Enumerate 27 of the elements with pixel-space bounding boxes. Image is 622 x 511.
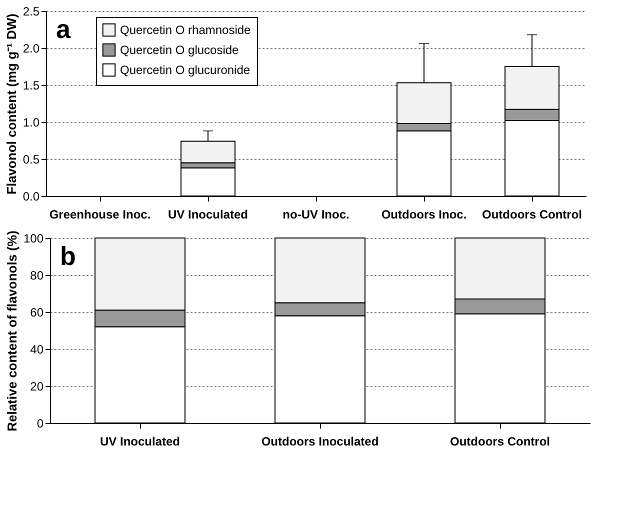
y-tick-label: 40 <box>30 342 44 356</box>
y-axis-title: Relative content of flavonols (%) <box>4 230 20 432</box>
y-tick-label: 60 <box>30 306 44 320</box>
x-tick-label: Outdoors Control <box>482 208 582 222</box>
x-tick-label: no-UV Inoc. <box>282 208 350 222</box>
y-tick-label: 100 <box>23 232 44 246</box>
x-tick-label: Greenhouse Inoc. <box>49 208 151 222</box>
y-tick-label: 0 <box>36 416 44 430</box>
y-tick-label: 1.0 <box>22 116 40 130</box>
annotation: a <box>56 14 71 44</box>
x-tick-label: UV Inoculated <box>100 434 180 448</box>
y-tick-label: 2.5 <box>22 4 40 18</box>
x-tick-label: Outdoors Control <box>450 434 550 448</box>
y-axis-title: Flavonol content (mg g⁻¹ DW) <box>4 14 19 194</box>
x-tick-label: Outdoors Inoc. <box>381 208 467 222</box>
y-tick-label: 80 <box>30 268 44 282</box>
legend-label: Quercetin O glucuronide <box>120 63 250 77</box>
y-tick-label: 0.5 <box>22 152 40 166</box>
y-tick-label: 20 <box>30 380 44 394</box>
legend-label: Quercetin O rhamnoside <box>120 23 252 37</box>
x-tick-label: UV Inoculated <box>168 208 248 222</box>
y-tick-label: 2.0 <box>22 42 40 56</box>
legend-label: Quercetin O glucoside <box>120 43 240 57</box>
y-tick-label: 0.0 <box>22 190 40 204</box>
x-tick-label: Outdoors Inoculated <box>261 434 379 448</box>
annotation: b <box>60 241 76 271</box>
y-tick-label: 1.5 <box>22 78 40 92</box>
